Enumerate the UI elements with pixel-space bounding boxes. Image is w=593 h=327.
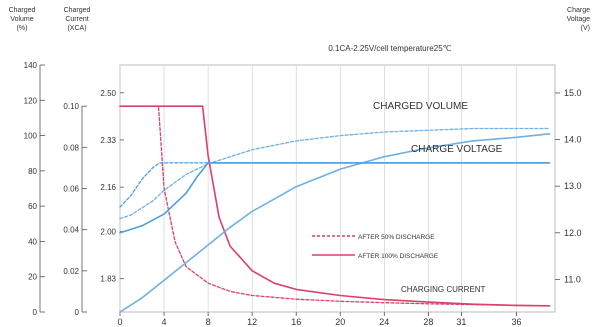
voltage-tick-label: 15.0 <box>564 88 582 98</box>
volume-tick-label: 100 <box>24 132 38 141</box>
x-tick-label: 16 <box>291 317 301 327</box>
cellv-tick-label: 2.16 <box>100 183 116 192</box>
volume-tick-label: 40 <box>28 237 37 246</box>
current-tick-label: 0.10 <box>63 102 79 111</box>
volume-tick-label: 80 <box>28 167 37 176</box>
voltage-tick-label: 11.0 <box>564 274 581 284</box>
x-tick-label: 28 <box>423 317 433 327</box>
condition-text: 0.1CA-2.25V/cell temperature25℃ <box>328 44 451 53</box>
voltage-tick-label: 13.0 <box>564 181 582 191</box>
volume-tick-label: 20 <box>28 273 37 282</box>
header-voltage-line2: Voltage <box>567 16 590 23</box>
cellv-tick-label: 2.33 <box>100 136 116 145</box>
current-tick-label: 0.02 <box>63 267 79 276</box>
current-tick-label: 0.04 <box>63 226 79 235</box>
header-volume-line3: (%) <box>17 25 28 32</box>
label-charge-voltage: CHARGE VOLTAGE <box>411 144 503 155</box>
series-line-voltage_100 <box>119 162 551 234</box>
x-tick-label: 36 <box>511 317 521 327</box>
legend-dashed-label: AFTER 50% DISCHARGE <box>358 234 435 241</box>
header-voltage-line3: (V) <box>581 25 590 32</box>
x-tick-label: 12 <box>247 317 257 327</box>
volume-tick-label: 120 <box>24 96 38 105</box>
voltage-tick-label: 12.0 <box>564 228 582 238</box>
plot-frame <box>119 64 556 313</box>
label-charged-volume: CHARGED VOLUME <box>373 101 468 112</box>
series-line-current_100 <box>119 105 551 307</box>
series-line-voltage_50 <box>119 162 551 208</box>
x-tick-label: 31 <box>456 317 466 327</box>
header-voltage-line1: Charge <box>567 7 590 14</box>
legend-solid-label: AFTER 100% DISCHARGE <box>358 253 439 260</box>
current-tick-label: 0.06 <box>63 185 79 194</box>
cellv-tick-label: 2.50 <box>100 89 116 98</box>
x-tick-label: 20 <box>335 317 345 327</box>
cellv-tick-label: 2.00 <box>100 228 116 237</box>
series-line-volume_100 <box>119 133 551 313</box>
series-line-current_50 <box>119 105 551 307</box>
header-volume-line1: Charged <box>9 7 36 14</box>
header-current-line2: Current <box>65 16 88 23</box>
cellv-tick-label: 1.83 <box>100 275 116 284</box>
volume-tick-label: 0 <box>33 308 38 317</box>
volume-tick-label: 60 <box>28 202 37 211</box>
x-tick-label: 4 <box>162 317 167 327</box>
x-tick-label: 0 <box>117 317 122 327</box>
header-volume-line2: Volume <box>10 16 33 23</box>
x-tick-label: 24 <box>379 317 389 327</box>
x-tick-label: 8 <box>206 317 211 327</box>
current-tick-label: 0 <box>75 308 80 317</box>
series-line-volume_50 <box>119 127 551 220</box>
voltage-tick-label: 14.0 <box>564 135 582 145</box>
current-tick-label: 0.08 <box>63 143 79 152</box>
label-charging-current: CHARGING CURRENT <box>401 285 486 294</box>
header-current-line3: (XCA) <box>67 25 86 32</box>
volume-tick-label: 140 <box>24 61 38 70</box>
header-current-line1: Charged <box>64 7 91 14</box>
